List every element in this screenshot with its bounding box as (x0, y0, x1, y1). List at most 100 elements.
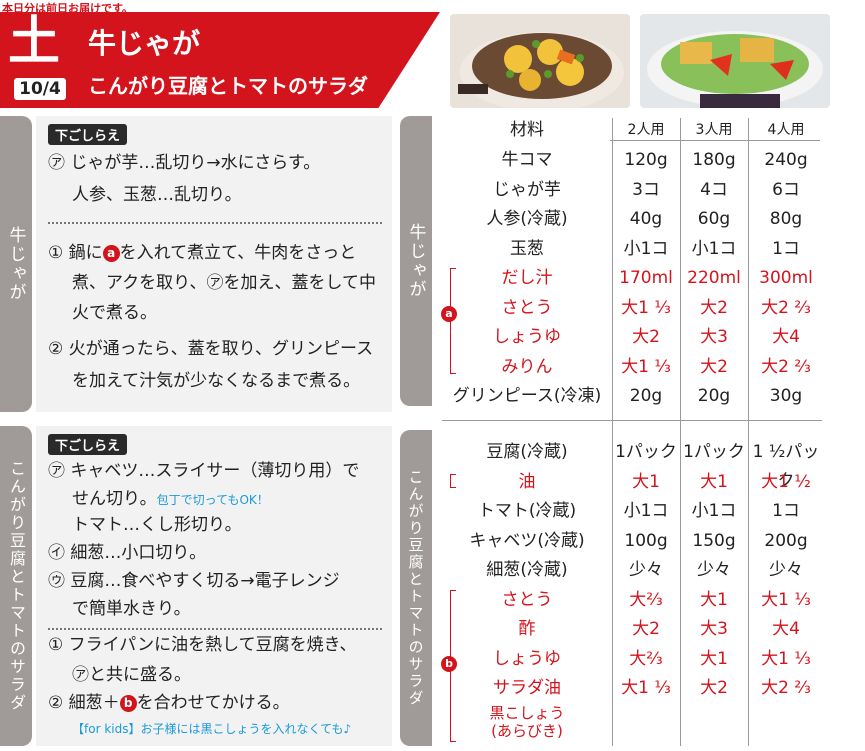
ingredient-row: さとう 大⅔ 大1 大1 ⅓ (442, 586, 822, 615)
date-badge: 10/4 (14, 78, 66, 100)
ingredient-amount: 1コ (772, 238, 800, 259)
title-banner (0, 12, 440, 108)
ingredient-amount: 大2 (700, 356, 728, 377)
title-main: 牛じゃが (88, 27, 201, 60)
ingredient-name: サラダ油 (493, 678, 561, 698)
kids-note: 【for kids】お子様には黒こしょうを入れなくても♪ (72, 722, 352, 736)
ingredient-amount: 少々 (697, 560, 731, 580)
ingredient-amount: 30g (769, 386, 803, 406)
ingredient-row: グリンピース(冷凍) 20g 20g 30g (442, 382, 822, 411)
table-side-label-1: 牛じゃが (400, 116, 432, 406)
col-divider-2 (680, 118, 681, 746)
ingredient-amount: 大3 (700, 327, 728, 347)
ingredient-amount: 150g (692, 530, 736, 551)
ingredient-name: 酢 (518, 619, 536, 639)
title-sub: こんがり豆腐とトマトのサラダ (88, 74, 368, 98)
ingredient-amount: 60g (697, 209, 731, 229)
ingredient-amount: 300ml (759, 268, 813, 288)
ingredient-row: しょうゆ 大⅔ 大1 大1 ⅓ (442, 645, 822, 674)
ingredient-amount: 大1 ⅓ (621, 356, 671, 377)
photo-tofu-salad (640, 14, 830, 108)
ingredient-amount: 大1 (700, 471, 728, 492)
ingredient-name: さとう (501, 589, 553, 610)
ingredient-amount: 大2 (700, 297, 728, 318)
ingredient-amount: 少々 (629, 560, 663, 580)
ingredient-amount: 大1 (700, 589, 728, 610)
prep-tag-1: 下ごしらえ (48, 124, 128, 145)
ingredient-name: 玉葱 (510, 238, 544, 259)
prep2-line4: ㋑ 細葱…小口切り。 (48, 543, 207, 563)
header-rule (610, 140, 820, 141)
table-header: 材料 2人用 3人用 4人用 (510, 120, 805, 140)
ingredient-amount: 大2 ⅔ (761, 678, 811, 698)
prep2-line2: せん切り。包丁で切ってもOK！ (72, 489, 269, 509)
ingredient-row: 油 大1 大1 大1 ½ (442, 468, 822, 497)
ingredient-row: だし汁 170ml 220ml 300ml (442, 264, 822, 293)
ingredient-row: サラダ油 大1 ⅓ 大2 大2 ⅔ (442, 674, 822, 703)
ingredient-amount: 大1 (632, 471, 660, 492)
bracket-oil (450, 474, 456, 488)
ingredient-name: グリンピース(冷凍) (452, 386, 602, 406)
prep1-line2: 人参、玉葱…乱切り。 (72, 185, 242, 205)
ingredient-row: しょうゆ 大2 大3 大4 (442, 323, 822, 352)
ingredient-amount: 1パック (615, 442, 677, 462)
delivery-notice: 本日分は前日お届けです。 (2, 2, 133, 15)
marker-b: b (119, 694, 137, 712)
prep2-line5: ㋒ 豆腐…食べやすく切る→電子レンジ (48, 571, 340, 591)
ingredient-amount: 大⅔ (629, 589, 663, 610)
ingredient-amount: 少々 (769, 560, 803, 580)
ingredient-amount: 大2 ⅔ (761, 356, 811, 377)
side-label-recipe1: 牛じゃが (0, 116, 32, 412)
ingredient-amount: 200g (764, 530, 808, 551)
step2-1-line2: ㋐と共に盛る。 (72, 665, 191, 685)
ingredient-amount: 大1 ⅓ (621, 297, 671, 318)
step2-line2: を加えて汁気が少なくなるまで煮る。 (72, 371, 361, 391)
ingredient-name: じゃが芋 (493, 179, 561, 200)
prep2-line3: トマト…くし形切り。 (72, 515, 242, 535)
ingredient-name: みりん (501, 356, 553, 377)
ingredient-amount: 大4 (772, 619, 800, 639)
ingredient-amount: 大2 (632, 619, 660, 639)
prep2-line6: で簡単水きり。 (72, 599, 191, 619)
ingredient-row: 人参(冷蔵) 40g 60g 80g (442, 205, 822, 234)
marker-a-table: a (441, 306, 457, 322)
ingredient-name: 黒こしょう (あらびき) (489, 703, 565, 740)
ingredient-amount: 40g (629, 209, 663, 229)
ingredient-amount: 大1 ⅓ (761, 648, 811, 669)
recipe2-panel (36, 426, 392, 746)
ingredient-name: だし汁 (501, 268, 553, 288)
ingredient-amount: 大2 (632, 327, 660, 347)
ingredient-amount: 240g (764, 150, 808, 170)
step1-line2: 煮、アクを取り、㋐を加え、蓋をして中 (72, 273, 376, 293)
ingredient-name: 油 (518, 471, 536, 492)
prep1-line1: ㋐ じゃが芋…乱切り→水にさらす。 (48, 153, 321, 173)
ingredient-amount: 120g (624, 150, 668, 170)
ingredient-amount: 大3 (700, 619, 728, 639)
ingredient-row: キャベツ(冷蔵) 100g 150g 200g (442, 527, 822, 556)
ingredient-amount: 1パック (683, 442, 745, 462)
col-divider-1 (612, 118, 613, 746)
ingredient-amount: 20g (629, 386, 663, 406)
prep2-line1: ㋐ キャベツ…スライサー（薄切り用）で (48, 461, 360, 481)
day-of-week: 土 (8, 12, 61, 72)
recipe1-panel (36, 116, 392, 412)
ingredient-name: キャベツ(冷蔵) (469, 530, 585, 551)
ingredient-amount: 大2 ⅔ (761, 297, 811, 318)
ingredient-amount: 20g (697, 386, 731, 406)
ingredient-amount (682, 704, 746, 733)
ingredient-amount: 80g (769, 209, 803, 229)
step2-line1: ② 火が通ったら、蓋を取り、グリンピース (48, 339, 374, 359)
ingredient-amount: 大4 (772, 327, 800, 347)
section-rule (442, 420, 822, 421)
step2-2-line1: ② 細葱＋ b を合わせてかける。 (48, 693, 290, 713)
ingredient-amount: 大⅔ (629, 648, 663, 669)
ingredient-amount: 6コ (772, 179, 800, 200)
ingredient-amount: 大1 (700, 648, 728, 669)
step2-1-line1: ① フライパンに油を熱して豆腐を焼き、 (48, 635, 357, 655)
divider-1 (48, 222, 382, 224)
ingredient-amount (614, 704, 678, 733)
ingredient-amount: 180g (692, 150, 736, 170)
ingredient-amount: 170ml (619, 268, 673, 288)
col-divider-3 (748, 118, 749, 746)
ingredient-name: 細葱(冷蔵) (486, 560, 568, 580)
